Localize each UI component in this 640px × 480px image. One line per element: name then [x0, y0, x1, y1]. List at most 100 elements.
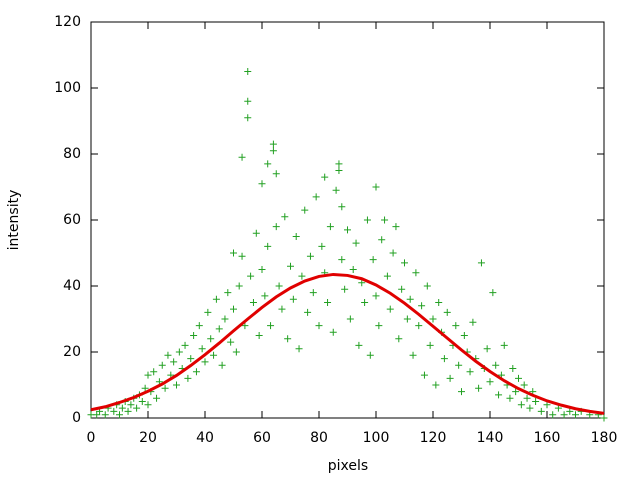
data-point [600, 414, 608, 422]
data-point [349, 266, 357, 273]
data-point [326, 223, 334, 231]
data-point [261, 292, 269, 300]
data-point [118, 404, 126, 412]
x-tick-label: 120 [420, 430, 447, 446]
data-point [210, 351, 218, 359]
data-point [455, 361, 463, 369]
data-point [170, 358, 178, 366]
data-point [549, 411, 557, 419]
data-point [426, 341, 434, 349]
data-point [346, 315, 354, 323]
y-tick-label: 80 [63, 146, 81, 162]
data-point [486, 378, 494, 386]
x-tick-label: 20 [139, 430, 157, 446]
data-point [386, 305, 394, 313]
data-point [150, 368, 158, 376]
data-point [218, 361, 226, 369]
data-point [509, 365, 517, 372]
data-point [281, 213, 289, 221]
data-point [378, 236, 386, 244]
data-point [344, 226, 351, 234]
data-point [329, 328, 337, 336]
y-tick-label: 0 [72, 410, 81, 426]
x-tick-label: 140 [477, 430, 504, 446]
data-point [215, 325, 223, 333]
data-point [224, 289, 232, 297]
data-point [249, 299, 257, 306]
data-point [227, 338, 235, 346]
x-tick-label: 80 [310, 430, 328, 446]
data-point [258, 266, 266, 273]
data-point [335, 160, 343, 168]
data-point [116, 411, 123, 419]
data-point [153, 394, 161, 402]
data-point [361, 299, 369, 306]
data-point [537, 407, 545, 415]
data-point [432, 381, 440, 389]
data-point [238, 252, 246, 260]
data-point [543, 401, 551, 409]
data-point [204, 308, 212, 316]
data-point [309, 289, 317, 297]
data-point [252, 229, 260, 237]
data-point [255, 332, 263, 339]
data-point [401, 259, 408, 267]
data-point [93, 411, 101, 419]
data-point [443, 308, 451, 316]
data-point [372, 292, 380, 300]
data-point [409, 351, 417, 359]
data-point [469, 318, 477, 326]
data-point [292, 233, 300, 240]
data-point [272, 170, 280, 178]
y-tick-label: 100 [54, 80, 81, 96]
data-point [230, 249, 237, 257]
data-point [192, 368, 200, 376]
data-point [403, 315, 411, 323]
x-tick-label: 60 [253, 430, 271, 446]
data-point [332, 186, 340, 194]
data-point [315, 322, 323, 330]
data-point [460, 332, 468, 339]
data-point [238, 153, 246, 161]
data-point [495, 391, 503, 399]
data-point [207, 335, 215, 343]
data-point [566, 407, 574, 415]
data-point [338, 256, 346, 264]
x-tick-label: 180 [591, 430, 618, 446]
data-point [429, 315, 437, 323]
data-point [272, 223, 280, 231]
x-tick-label: 40 [196, 430, 214, 446]
y-tick-label: 20 [63, 344, 81, 360]
x-axis-label: pixels [328, 458, 368, 474]
data-point [452, 322, 460, 330]
data-point [184, 374, 192, 382]
data-point [475, 384, 483, 392]
data-point [492, 361, 500, 369]
data-point [298, 272, 306, 280]
data-point [289, 295, 297, 303]
data-point [124, 407, 132, 415]
data-point [306, 252, 314, 260]
data-point [500, 341, 508, 349]
data-point [341, 285, 349, 293]
data-point [158, 361, 166, 369]
data-point [195, 322, 203, 330]
data-point [372, 183, 380, 191]
data-point [312, 193, 320, 201]
data-point [264, 242, 272, 250]
data-point [267, 322, 275, 330]
data-point [201, 358, 209, 366]
data-point [420, 371, 428, 379]
data-point [235, 282, 243, 290]
data-point [483, 345, 491, 353]
data-point [440, 355, 448, 363]
data-point [221, 315, 229, 323]
data-point [477, 259, 485, 267]
data-point [278, 305, 286, 313]
data-point [318, 242, 326, 250]
data-point [415, 322, 423, 330]
data-point [244, 68, 252, 75]
data-point [258, 180, 266, 188]
data-point [412, 269, 420, 277]
